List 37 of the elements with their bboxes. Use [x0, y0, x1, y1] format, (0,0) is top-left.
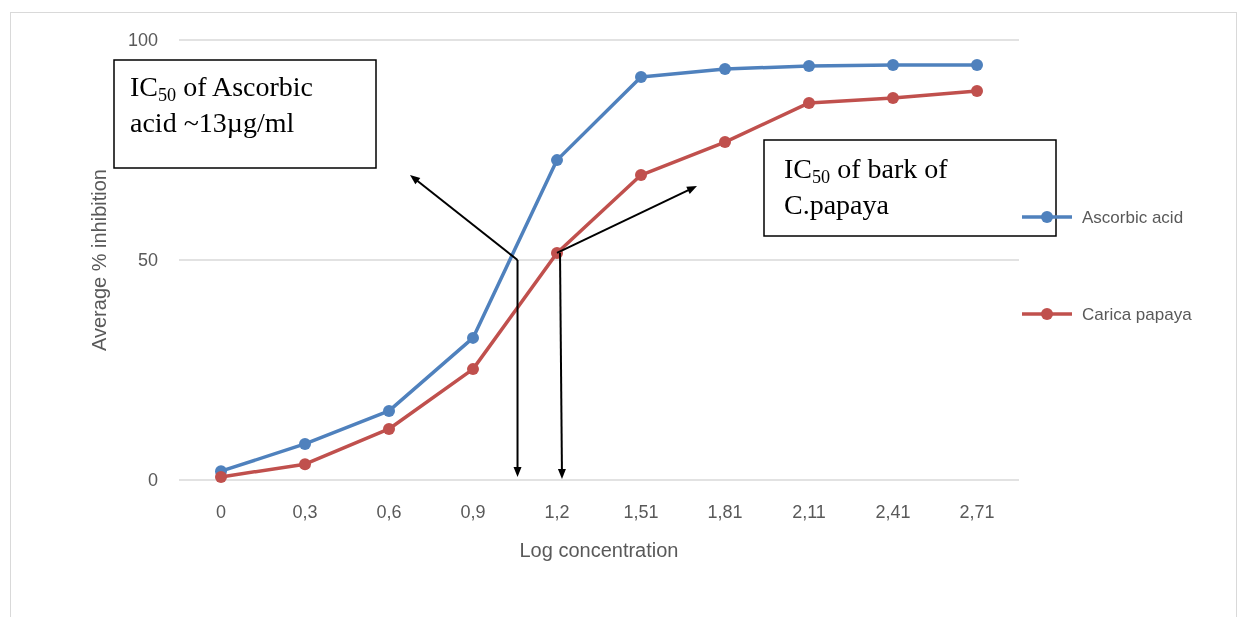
x-tick-label: 1,51 [623, 502, 659, 522]
annotation: IC$_{50}$ of Ascorbic acid ~13µg/ml [130, 71, 314, 138]
point [383, 422, 395, 435]
point [971, 59, 983, 72]
point [887, 92, 899, 105]
point [383, 404, 395, 417]
x-tick-label: 0,3 [292, 502, 318, 522]
x-axis-title: Log concentration [519, 539, 679, 561]
x-tick-label: 1,81 [707, 502, 743, 522]
x-tick-label: 1,2 [544, 502, 570, 522]
point [299, 458, 311, 471]
point [467, 363, 479, 376]
point [803, 96, 815, 109]
point [215, 470, 227, 483]
annotation: IC$_{50}$ of bark of C.papaya [784, 153, 949, 220]
point [719, 136, 731, 149]
legend-label: Ascorbic acid [1082, 207, 1184, 227]
y-axis-title: Average % inhibition [88, 169, 110, 351]
x-tick-label: 2,71 [959, 502, 995, 522]
y-tick-label: 0 [147, 470, 158, 491]
point [467, 331, 479, 344]
x-tick-label: 2,11 [792, 502, 826, 522]
point [635, 70, 647, 83]
x-tick-label: 2,41 [875, 502, 911, 522]
point [719, 63, 731, 76]
point [299, 437, 311, 450]
y-tick-label: 100 [127, 30, 158, 51]
point [803, 59, 815, 72]
point [551, 154, 563, 167]
y-tick-label: 50 [137, 250, 158, 271]
x-tick-label: 0 [215, 502, 227, 522]
legend-label: Carica papaya [1082, 304, 1193, 324]
x-tick-label: 0,9 [460, 502, 486, 522]
x-tick-label: 0,6 [376, 502, 402, 522]
point [887, 59, 899, 72]
point [635, 169, 647, 182]
point [971, 85, 983, 98]
